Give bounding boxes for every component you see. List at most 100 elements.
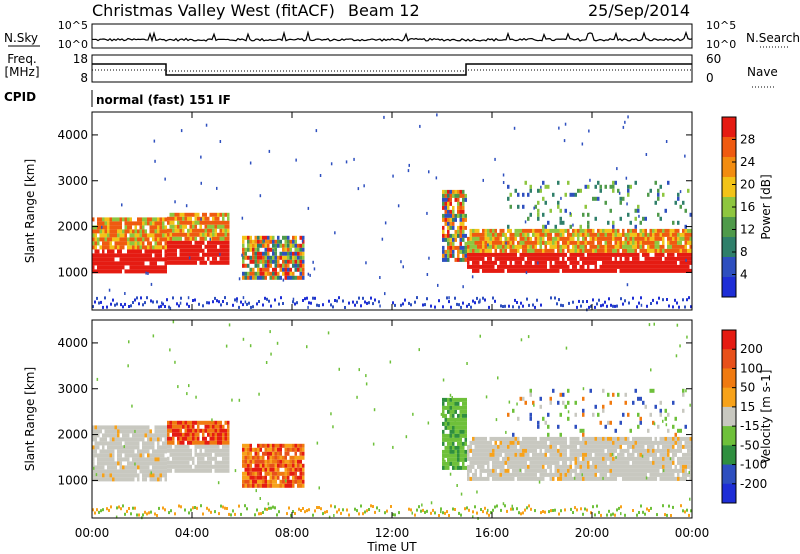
data-cell <box>449 213 452 218</box>
data-cell <box>294 235 297 240</box>
data-cell <box>124 441 127 446</box>
data-cell <box>94 257 97 262</box>
data-cell <box>587 452 590 457</box>
data-cell <box>282 463 285 468</box>
data-cell <box>129 449 132 454</box>
data-cell <box>217 452 220 457</box>
data-cell <box>459 449 462 454</box>
data-cell <box>462 453 465 458</box>
data-cell <box>459 237 462 242</box>
data-cell <box>622 472 625 477</box>
noise-cell <box>132 301 134 304</box>
data-cell <box>552 388 555 393</box>
data-cell <box>447 453 450 458</box>
data-cell <box>529 412 532 417</box>
data-cell <box>617 440 620 445</box>
data-cell <box>559 208 562 213</box>
data-cell <box>267 259 270 264</box>
echo-dot <box>418 348 420 352</box>
data-cell <box>112 233 115 238</box>
data-cell <box>549 248 552 253</box>
data-cell <box>254 455 257 460</box>
data-cell <box>509 260 512 265</box>
data-cell <box>652 468 655 473</box>
data-cell <box>639 476 642 481</box>
data-cell <box>572 440 575 445</box>
data-cell <box>582 444 585 449</box>
data-cell <box>637 436 640 441</box>
data-cell <box>482 264 485 269</box>
data-cell <box>579 428 582 433</box>
data-cell <box>152 437 155 442</box>
data-cell <box>674 228 677 233</box>
data-cell <box>547 412 550 417</box>
data-cell <box>294 471 297 476</box>
data-cell <box>264 235 267 240</box>
noise-cell <box>318 506 320 509</box>
data-cell <box>514 188 517 193</box>
data-cell <box>139 257 142 262</box>
data-cell <box>222 424 225 429</box>
data-cell <box>262 271 265 276</box>
data-cell <box>274 247 277 252</box>
data-cell <box>147 233 150 238</box>
data-cell <box>614 268 617 273</box>
data-cell <box>649 236 652 241</box>
data-cell <box>284 459 287 464</box>
data-cell <box>457 405 460 410</box>
data-cell <box>257 259 260 264</box>
noise-cell <box>610 303 612 307</box>
data-cell <box>162 461 165 466</box>
data-cell <box>217 220 220 225</box>
echo-dot <box>442 378 445 382</box>
data-cell <box>679 252 682 257</box>
data-cell <box>507 268 510 273</box>
data-cell <box>677 256 680 261</box>
data-cell <box>672 260 675 265</box>
data-cell <box>629 268 632 273</box>
data-cell <box>114 217 117 222</box>
data-cell <box>137 265 140 270</box>
data-cell <box>449 409 452 414</box>
noise-cell <box>688 296 690 300</box>
data-cell <box>499 472 502 477</box>
data-cell <box>442 213 445 218</box>
data-cell <box>219 468 222 473</box>
data-cell <box>532 464 535 469</box>
noise-cell <box>158 305 160 309</box>
data-cell <box>459 457 462 462</box>
data-cell <box>512 240 515 245</box>
y-axis-label: Slant Range [km] <box>23 367 37 471</box>
nsky-panel-frame <box>91 23 693 49</box>
data-cell <box>539 256 542 261</box>
data-cell <box>562 448 565 453</box>
data-cell <box>202 212 205 217</box>
data-cell <box>287 443 290 448</box>
data-cell <box>104 429 107 434</box>
beam-label: Beam 12 <box>348 1 420 20</box>
data-cell <box>257 459 260 464</box>
data-cell <box>182 256 185 261</box>
data-cell <box>169 468 172 473</box>
data-cell <box>619 240 622 245</box>
data-cell <box>672 228 675 233</box>
data-cell <box>274 467 277 472</box>
data-cell <box>587 228 590 233</box>
data-cell <box>194 444 197 449</box>
data-cell <box>594 456 597 461</box>
data-cell <box>494 244 497 249</box>
noise-cell <box>484 298 486 302</box>
data-cell <box>512 460 515 465</box>
data-cell <box>542 248 545 253</box>
data-cell <box>102 445 105 450</box>
noise-cell <box>366 301 368 305</box>
echo-dot <box>307 206 310 210</box>
data-cell <box>194 236 197 241</box>
data-cell <box>177 424 180 429</box>
data-cell <box>604 268 607 273</box>
data-cell <box>289 479 292 484</box>
data-cell <box>659 264 662 269</box>
data-cell <box>142 229 145 234</box>
data-cell <box>287 267 290 272</box>
data-cell <box>499 436 502 441</box>
